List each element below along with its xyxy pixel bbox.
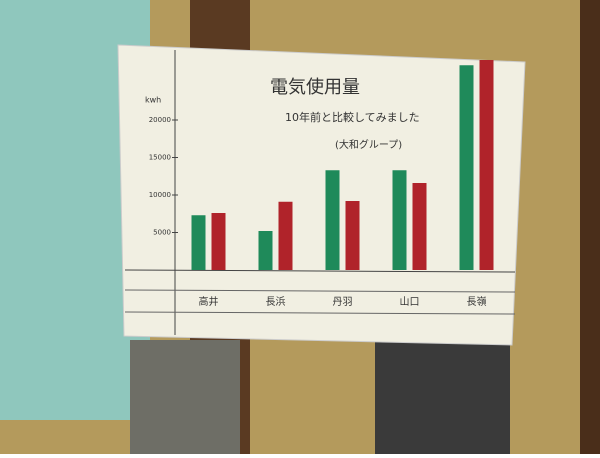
bar	[278, 201, 293, 270]
bar	[479, 60, 494, 270]
bar	[345, 201, 360, 270]
y-tick-label: 10000	[149, 191, 171, 199]
bar	[459, 65, 474, 270]
x-tick-label: 長嶺	[467, 296, 487, 308]
bar	[412, 183, 427, 270]
y-tick-label: 15000	[149, 154, 171, 162]
chart-title: 電気使用量	[270, 77, 360, 98]
person-left	[130, 340, 240, 454]
y-tick-label: 5000	[153, 229, 171, 237]
person-right	[375, 340, 510, 454]
bar	[392, 170, 407, 270]
bar	[211, 213, 226, 270]
x-axis	[124, 269, 516, 273]
y-axis-label: kwh	[145, 96, 161, 105]
x-tick-label: 山口	[400, 296, 420, 308]
table-line	[124, 289, 516, 293]
x-tick-label: 高井	[199, 295, 219, 308]
bar	[258, 231, 273, 270]
pillar	[580, 0, 600, 454]
y-tick-label: 20000	[149, 116, 171, 124]
bar	[325, 170, 340, 270]
x-tick-label: 丹羽	[333, 296, 353, 308]
bar	[191, 215, 206, 270]
chart-subtitle: 10年前と比較してみました	[285, 110, 420, 124]
x-tick-label: 長浜	[266, 296, 286, 308]
annotation: (大和グループ)	[335, 138, 402, 151]
table-line	[124, 311, 516, 315]
